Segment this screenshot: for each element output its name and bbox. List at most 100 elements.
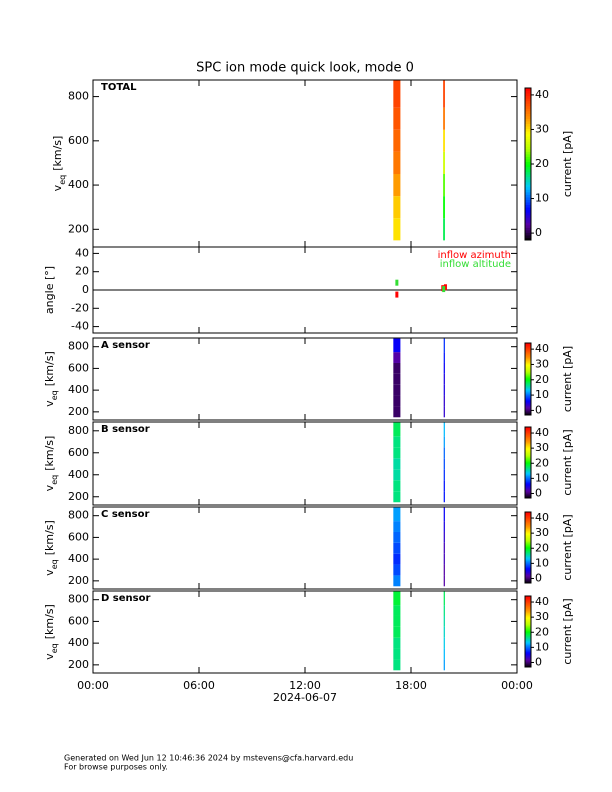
colorbar-swatch xyxy=(525,538,531,540)
colorbar-swatch xyxy=(525,552,531,554)
colorbar-swatch xyxy=(525,490,531,493)
colorbar-swatch xyxy=(525,410,531,412)
colorbar-swatch xyxy=(525,525,531,527)
colorbar-swatch xyxy=(525,88,531,92)
spectrogram-cell xyxy=(443,458,445,470)
y-tick-label: 20 xyxy=(75,265,89,278)
colorbar-swatch xyxy=(525,186,531,190)
colorbar-swatch xyxy=(525,345,531,348)
colorbar-swatch xyxy=(525,392,531,394)
y-tick-label: 200 xyxy=(68,574,89,587)
colorbar-swatch xyxy=(525,376,531,379)
colorbar-swatch xyxy=(525,626,531,629)
colorbar-swatch xyxy=(525,521,531,524)
colorbar-swatch xyxy=(525,572,531,575)
colorbar-swatch xyxy=(525,440,531,442)
colorbar-swatch xyxy=(525,558,531,560)
colorbar-swatch xyxy=(525,379,531,381)
colorbar-tick-label: 20 xyxy=(535,625,549,638)
colorbar-swatch xyxy=(525,527,531,530)
colorbar-swatch xyxy=(525,399,531,402)
spectrogram-cell xyxy=(393,422,401,437)
colorbar-swatch xyxy=(525,431,531,434)
colorbar-swatch xyxy=(525,489,531,492)
colorbar-swatch xyxy=(525,540,531,543)
y-tick-label: 400 xyxy=(68,383,89,396)
colorbar-swatch xyxy=(525,427,531,429)
y-tick-label: 600 xyxy=(68,361,89,374)
colorbar-swatch xyxy=(525,651,531,654)
colorbar-tick-label: 30 xyxy=(535,441,549,454)
colorbar-swatch xyxy=(525,536,531,539)
spectrogram-cell xyxy=(393,373,401,385)
colorbar-swatch xyxy=(525,481,531,484)
colorbar-swatch xyxy=(525,115,531,119)
colorbar-swatch xyxy=(525,519,531,521)
colorbar-swatch xyxy=(525,611,531,614)
colorbar-label: current [pA] xyxy=(561,429,574,495)
colorbar-swatch xyxy=(525,393,531,396)
colorbar-tick-label: 0 xyxy=(535,486,542,499)
spectrogram-cell xyxy=(443,406,445,418)
colorbar-swatch xyxy=(525,551,531,553)
spectrogram-cell xyxy=(443,659,445,671)
colorbar-swatch xyxy=(525,435,531,437)
colorbar-swatch xyxy=(525,631,531,634)
colorbar-swatch xyxy=(525,191,531,195)
y-tick-label: 40 xyxy=(75,246,89,259)
colorbar-swatch xyxy=(525,389,531,392)
colorbar-swatch xyxy=(525,380,531,382)
colorbar-swatch xyxy=(525,549,531,552)
colorbar-swatch xyxy=(525,93,531,97)
spectrogram-cell xyxy=(443,80,445,108)
x-tick-label: 18:00 xyxy=(395,679,427,692)
colorbar-swatch xyxy=(525,607,531,610)
colorbar-swatch xyxy=(525,368,531,370)
spectrogram-cell xyxy=(393,553,401,565)
spectrogram-cell xyxy=(443,384,445,396)
colorbar-swatch xyxy=(525,394,531,397)
y-tick-label: 800 xyxy=(68,593,89,606)
colorbar-swatch xyxy=(525,385,531,387)
colorbar-swatch xyxy=(525,487,531,490)
colorbar-swatch xyxy=(525,351,531,354)
colorbar-swatch xyxy=(525,371,531,374)
spectrogram-cell xyxy=(393,174,401,197)
colorbar-swatch xyxy=(525,541,531,544)
colorbar-tick-label: 40 xyxy=(535,426,549,439)
footer: Generated on Wed Jun 12 10:46:36 2024 by… xyxy=(64,754,353,763)
colorbar-swatch xyxy=(525,480,531,482)
colorbar-swatch xyxy=(525,650,531,653)
y-axis-label-part: [km/s] xyxy=(43,604,56,639)
legend-entry: inflow altitude xyxy=(440,259,511,270)
colorbar-swatch xyxy=(525,444,531,447)
colorbar-swatch xyxy=(525,569,531,572)
colorbar-swatch xyxy=(525,405,531,408)
colorbar-swatch xyxy=(525,642,531,644)
spectrogram-cell xyxy=(393,447,401,459)
colorbar-swatch xyxy=(525,462,531,465)
colorbar-swatch xyxy=(525,212,531,216)
colorbar-swatch xyxy=(525,612,531,615)
y-tick-label: 400 xyxy=(68,468,89,481)
colorbar-swatch xyxy=(525,577,531,579)
spectrogram-cell xyxy=(393,615,401,627)
colorbar-swatch xyxy=(525,403,531,405)
colorbar-swatch xyxy=(525,184,531,188)
colorbar-swatch xyxy=(525,217,531,221)
colorbar-swatch xyxy=(525,237,531,241)
colorbar-swatch xyxy=(525,473,531,475)
colorbar-swatch xyxy=(525,492,531,494)
y-axis-label: veq [km/s] xyxy=(43,436,59,492)
colorbar-swatch xyxy=(525,656,531,659)
spectrogram-cell xyxy=(443,491,445,503)
colorbar-swatch xyxy=(525,453,531,455)
colorbar-swatch xyxy=(525,663,531,666)
colorbar-swatch xyxy=(525,620,531,623)
colorbar-swatch xyxy=(525,358,531,361)
colorbar-swatch xyxy=(525,604,531,606)
colorbar-tick-label: 0 xyxy=(535,226,542,239)
colorbar-swatch xyxy=(525,630,531,632)
colorbar-swatch xyxy=(525,469,531,472)
spectrogram-cell xyxy=(393,196,401,219)
